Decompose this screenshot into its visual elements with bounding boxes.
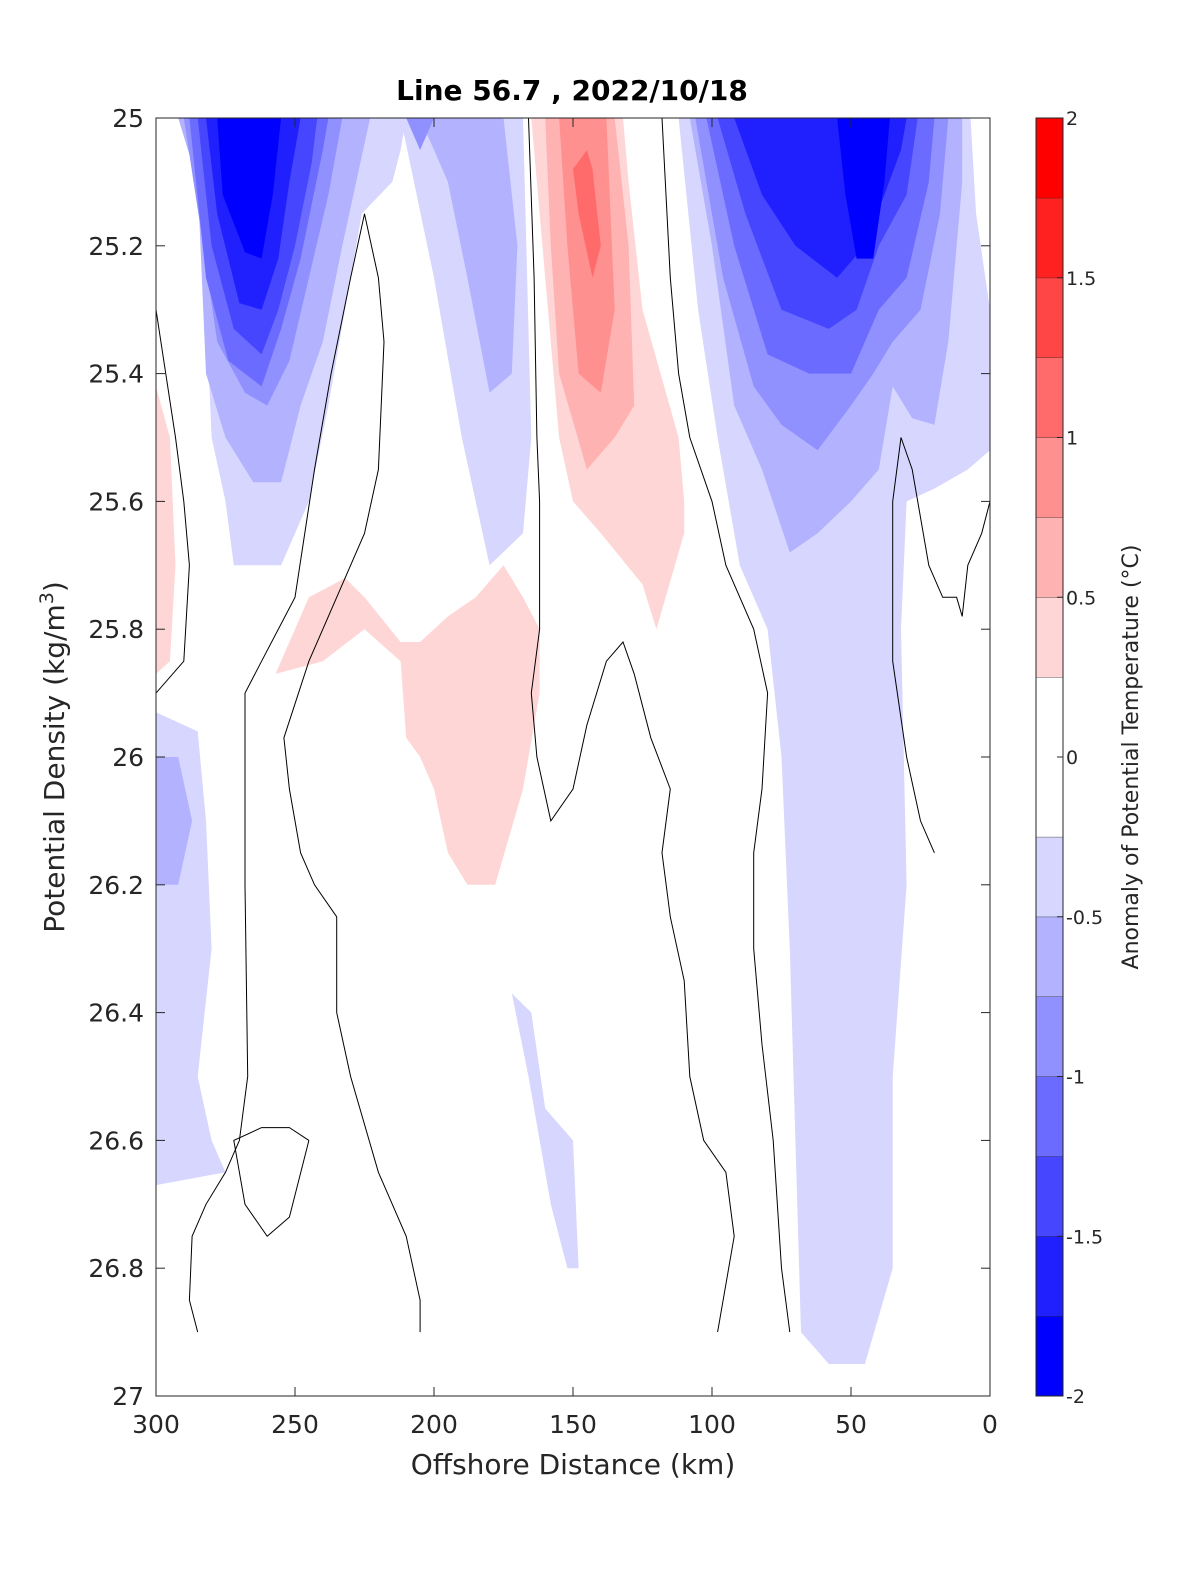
colorbar-band [1036,357,1063,438]
y-tick-label: 26.4 [88,999,144,1028]
region-neg-west-6 [217,118,282,259]
colorbar: -2 -1.5 -1 -0.5 0 0.5 1 1.5 2 [1035,108,1103,1408]
x-tick-label: 100 [688,1410,736,1439]
x-tick-label: 300 [132,1410,180,1439]
colorbar-tick-label: -2 [1066,1386,1085,1408]
y-axis: 25 25.2 25.4 25.6 25.8 26 26.2 26.4 26.6 26.8 27 [88,104,990,1411]
y-tick-label: 26.8 [88,1254,144,1283]
x-tick-label: 250 [271,1410,319,1439]
colorbar-band [1036,197,1063,278]
plot-area [156,118,990,1364]
colorbar-band [1036,1156,1063,1237]
colorbar-band [1036,597,1063,678]
y-axis-label: Potential Density (kg/m3) [36,581,71,933]
y-tick-label: 26 [112,743,144,772]
colorbar-label: Anomaly of Potential Temperature (°C) [1119,545,1144,970]
contour-zero-west-1 [156,309,190,694]
y-tick-label: 26.6 [88,1126,144,1155]
colorbar-band [1036,517,1063,598]
region-pos-lower [275,565,540,885]
region-neg-west-deep-2 [156,757,193,885]
x-tick-label: 50 [835,1410,867,1439]
x-axis-label: Offshore Distance (km) [411,1448,736,1481]
colorbar-tick-label: -1 [1066,1067,1085,1089]
colorbar-band [1036,1236,1063,1317]
contour-zero-mid-1 [528,118,735,1333]
x-tick-label: 200 [410,1410,458,1439]
y-tick-label: 25.8 [88,615,144,644]
colorbar-tick-label: -1.5 [1066,1226,1103,1248]
x-axis: 300 250 200 150 100 50 0 [132,118,998,1439]
y-tick-label: 27 [112,1382,144,1411]
colorbar-tick-label: 2 [1066,108,1078,130]
region-neg-bottom-mid [511,993,579,1269]
contour-zero-loop-bottom [233,1127,310,1238]
region-neg-mid-3 [406,118,434,150]
colorbar-tick-label: 1.5 [1066,268,1096,290]
colorbar-band [1036,1076,1063,1157]
y-tick-label: 25 [112,104,144,133]
region-neg-east-6 [837,118,890,259]
colorbar-band [1036,277,1063,358]
contour-zero-west-2 [188,213,365,1333]
contour-zero-mid-2 [661,118,791,1333]
colorbar-band [1036,996,1063,1077]
x-tick-label: 150 [549,1410,597,1439]
colorbar-tick-label: 0.5 [1066,587,1096,609]
region-neg-mid-2 [420,118,518,393]
contour-zero-west-3 [283,213,421,1333]
y-tick-label: 26.2 [88,871,144,900]
x-tick-label: 0 [982,1410,998,1439]
region-pos-mid-3 [559,118,615,393]
y-tick-label: 25.4 [88,360,144,389]
colorbar-band [1036,836,1063,917]
colorbar-band [1036,437,1063,518]
region-pos-west-edge [156,386,176,674]
y-tick-label: 25.6 [88,487,144,516]
colorbar-band [1036,118,1063,198]
colorbar-band [1036,916,1063,997]
region-pos-mid-4 [573,150,601,278]
colorbar-tick-label: -0.5 [1066,907,1103,929]
chart-title: Line 56.7 , 2022/10/18 [396,74,748,107]
y-tick-label: 25.2 [88,232,144,261]
contour-zero-east [892,437,990,853]
colorbar-band [1036,1316,1063,1396]
colorbar-tick-label: 1 [1066,428,1078,450]
colorbar-tick-label: 0 [1066,747,1078,769]
